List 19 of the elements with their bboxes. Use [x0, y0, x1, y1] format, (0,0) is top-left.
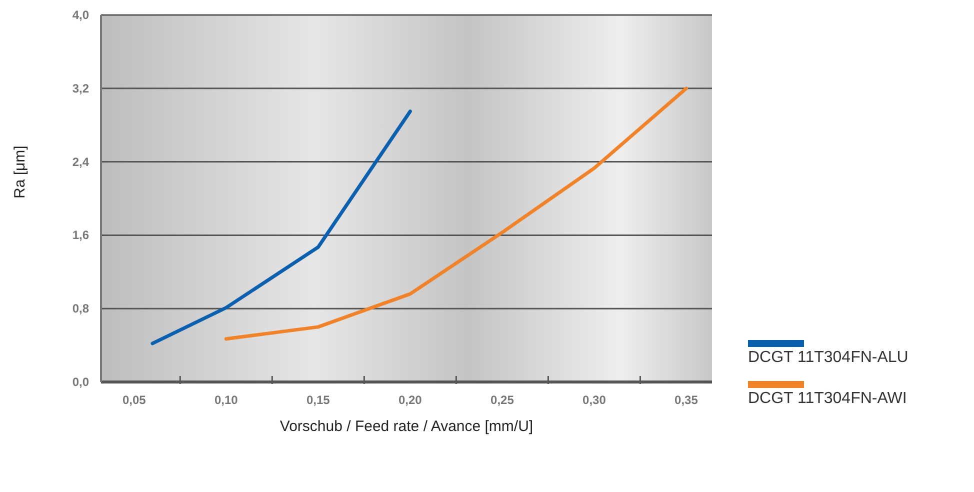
y-tick-label: 2,4 [72, 154, 90, 169]
x-axis-title: Vorschub / Feed rate / Avance [mm/U] [280, 418, 534, 435]
x-tick-label: 0,15 [306, 393, 330, 407]
y-tick-label: 1,6 [72, 228, 90, 242]
line-series [224, 86, 688, 341]
legend-label: DCGT 11T304FN-ALU [748, 349, 908, 367]
y-tick-label: 0,0 [72, 375, 90, 389]
line-series [150, 110, 412, 346]
legend-label: DCGT 11T304FN-AWI [748, 390, 908, 408]
x-tick-label: 0,20 [398, 393, 422, 407]
y-tick-label: 4,0 [72, 8, 90, 22]
y-tick-label: 3,2 [72, 81, 90, 96]
x-tick-label: 0,25 [490, 393, 514, 407]
x-tick-label: 0,35 [674, 393, 698, 407]
x-tick-label: 0,10 [214, 393, 238, 407]
y-tick-label: 0,8 [72, 302, 90, 316]
x-tick-label: 0,05 [122, 393, 146, 407]
x-tick-label: 0,30 [582, 393, 606, 407]
y-axis-title: Ra [μm] [11, 146, 28, 198]
